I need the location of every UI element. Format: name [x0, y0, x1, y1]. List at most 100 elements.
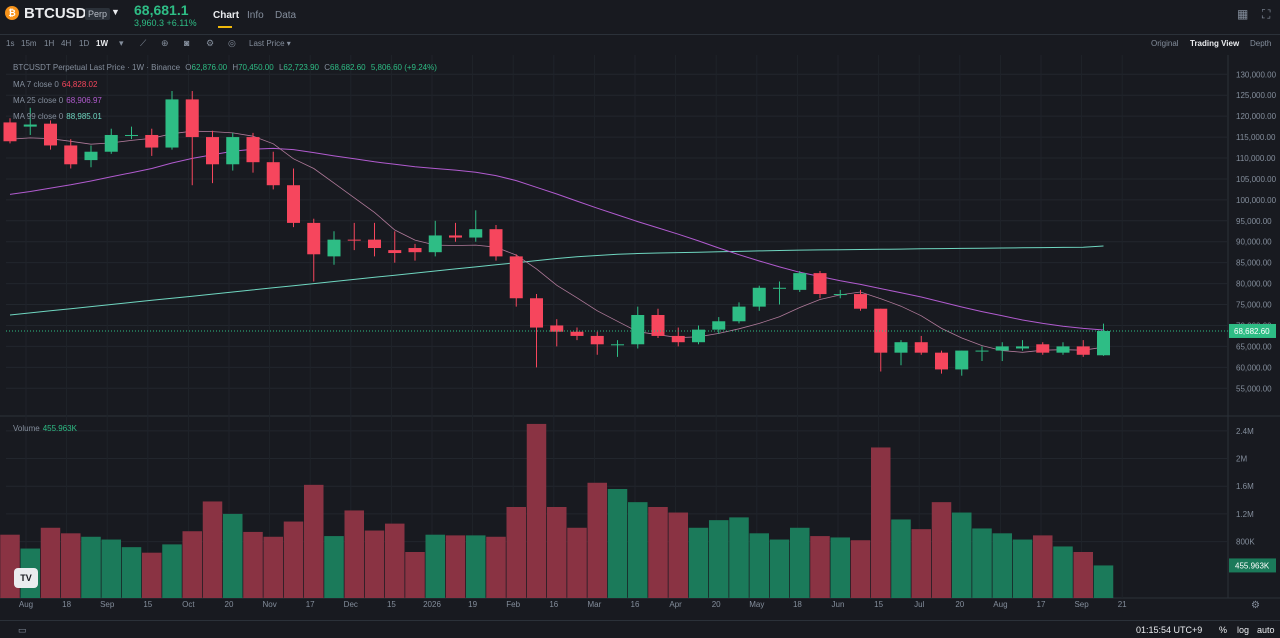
- volume-bar: [911, 529, 931, 598]
- volume-bar: [263, 536, 283, 598]
- volume-bar: [1012, 539, 1033, 598]
- candle-body: [590, 335, 604, 345]
- candle-body: [84, 151, 98, 161]
- interval-1s[interactable]: 1s: [6, 39, 15, 48]
- current-volume-label: 455.963K: [1235, 561, 1270, 570]
- axis-settings-icon[interactable]: ⚙: [1251, 600, 1260, 611]
- candle-body: [651, 314, 665, 336]
- candle-body: [226, 137, 240, 165]
- candle-body: [449, 235, 462, 238]
- top-bar: ₿ BTCUSDT Perp ▼ 68,681.1 3,960.3 +6.11%…: [0, 0, 1280, 32]
- time-tick-label: 17: [1037, 600, 1046, 609]
- candle-body: [833, 294, 847, 296]
- volume-bar: [0, 534, 20, 598]
- indicators-icon[interactable]: ⟋: [140, 38, 147, 48]
- chart-area[interactable]: 130,000.00 125,000.00 120,000.00 115,000.00…: [0, 55, 1280, 620]
- time-tick-label: Mar: [588, 600, 602, 609]
- price-type-select[interactable]: Last Price ▾: [249, 39, 291, 48]
- clock-time[interactable]: 01:15:54 UTC+9: [1136, 625, 1203, 635]
- candle-body: [469, 229, 483, 238]
- candle-body: [185, 99, 199, 138]
- volume-bar: [61, 533, 81, 598]
- legend-open: 62,876.00: [191, 63, 228, 72]
- volume-bar: [810, 536, 830, 598]
- volume-bar: [121, 547, 142, 598]
- view-trading-view[interactable]: Trading View: [1190, 39, 1240, 48]
- candle-body: [914, 342, 928, 353]
- candle-body: [550, 325, 564, 332]
- time-tick-label: 16: [631, 600, 640, 609]
- log-toggle[interactable]: log: [1237, 625, 1250, 635]
- candle-body: [165, 99, 179, 148]
- reset-icon[interactable]: ◎: [228, 38, 236, 48]
- calendar-icon[interactable]: ▭: [18, 625, 27, 635]
- volume-bar: [526, 423, 547, 598]
- interval-4h[interactable]: 4H: [61, 39, 72, 48]
- tab-data[interactable]: Data: [275, 10, 297, 21]
- interval-1h[interactable]: 1H: [44, 39, 55, 48]
- settings-icon[interactable]: ⚙: [206, 38, 215, 48]
- candle-body: [955, 350, 969, 370]
- time-tick-label: Nov: [262, 600, 276, 609]
- candle-body: [206, 137, 219, 165]
- time-tick-label: 15: [874, 600, 883, 609]
- percent-toggle[interactable]: %: [1219, 625, 1228, 635]
- price-change: 3,960.3 +6.11%: [134, 18, 197, 28]
- volume-tick-label: 2.4M: [1236, 427, 1254, 436]
- legend-change: 5,806.60 (+9.24%): [370, 63, 437, 72]
- candle-body: [854, 294, 867, 309]
- candle-body: [1036, 344, 1050, 353]
- price-tick-label: 80,000.00: [1236, 280, 1272, 289]
- symbol-name[interactable]: BTCUSDT: [24, 5, 96, 22]
- candle-body: [489, 229, 503, 257]
- candle-body: [732, 306, 746, 322]
- active-tab-indicator: [218, 26, 232, 28]
- auto-toggle[interactable]: auto: [1257, 625, 1275, 635]
- volume-tick-label: 1.2M: [1236, 510, 1254, 519]
- interval-1w[interactable]: 1W: [96, 39, 108, 48]
- candle-body: [773, 287, 786, 289]
- compare-icon[interactable]: ⊕: [161, 38, 169, 48]
- volume-tick-label: 2M: [1236, 455, 1247, 464]
- view-depth[interactable]: Depth: [1250, 39, 1272, 48]
- candle-body: [104, 134, 118, 152]
- volume-bar: [142, 552, 162, 598]
- volume-tick-label: 800K: [1236, 538, 1255, 547]
- ma7-value: 64,828.02: [61, 80, 98, 89]
- view-original[interactable]: Original: [1151, 39, 1179, 48]
- fullscreen-icon[interactable]: ⛶: [1262, 7, 1271, 21]
- candle-body: [712, 321, 726, 330]
- volume-bar: [405, 552, 425, 598]
- volume-bar: [891, 519, 911, 598]
- interval-1d[interactable]: 1D: [79, 39, 90, 48]
- time-tick-label: 18: [62, 600, 71, 609]
- interval-15m[interactable]: 15m: [21, 39, 37, 48]
- candle-body: [125, 134, 138, 136]
- time-tick-label: Aug: [19, 600, 33, 609]
- tradingview-logo[interactable]: TV: [14, 568, 38, 588]
- chevron-down-icon[interactable]: ▼: [111, 7, 120, 17]
- legend-ma25: MA 25 close 0 68,906.97: [13, 96, 102, 105]
- camera-icon[interactable]: ◙: [184, 38, 190, 48]
- volume-bar: [385, 523, 405, 598]
- tab-chart[interactable]: Chart: [213, 10, 240, 21]
- ma99-label: MA 99 close 0: [13, 112, 64, 121]
- candle-body: [631, 314, 645, 345]
- tab-info[interactable]: Info: [247, 10, 264, 21]
- time-tick-label: Dec: [344, 600, 358, 609]
- candle-body: [388, 250, 402, 254]
- candle-body: [64, 145, 78, 165]
- price-tick-label: 115,000.00: [1236, 133, 1276, 142]
- contract-badge: Perp: [85, 8, 111, 20]
- interval-dropdown-icon[interactable]: ▾: [119, 38, 124, 48]
- time-tick-label: 15: [387, 600, 396, 609]
- candle-body: [894, 342, 908, 353]
- candlestick-chart[interactable]: 130,000.00 125,000.00 120,000.00 115,000.00…: [0, 55, 1280, 620]
- last-price: 68,681.1: [134, 2, 189, 18]
- time-tick-label: 20: [955, 600, 964, 609]
- volume-bar: [162, 544, 182, 598]
- volume-bar: [243, 531, 263, 598]
- candle-body: [935, 352, 948, 370]
- layout-grid-icon[interactable]: ▦: [1237, 7, 1249, 21]
- candle-body: [671, 335, 685, 343]
